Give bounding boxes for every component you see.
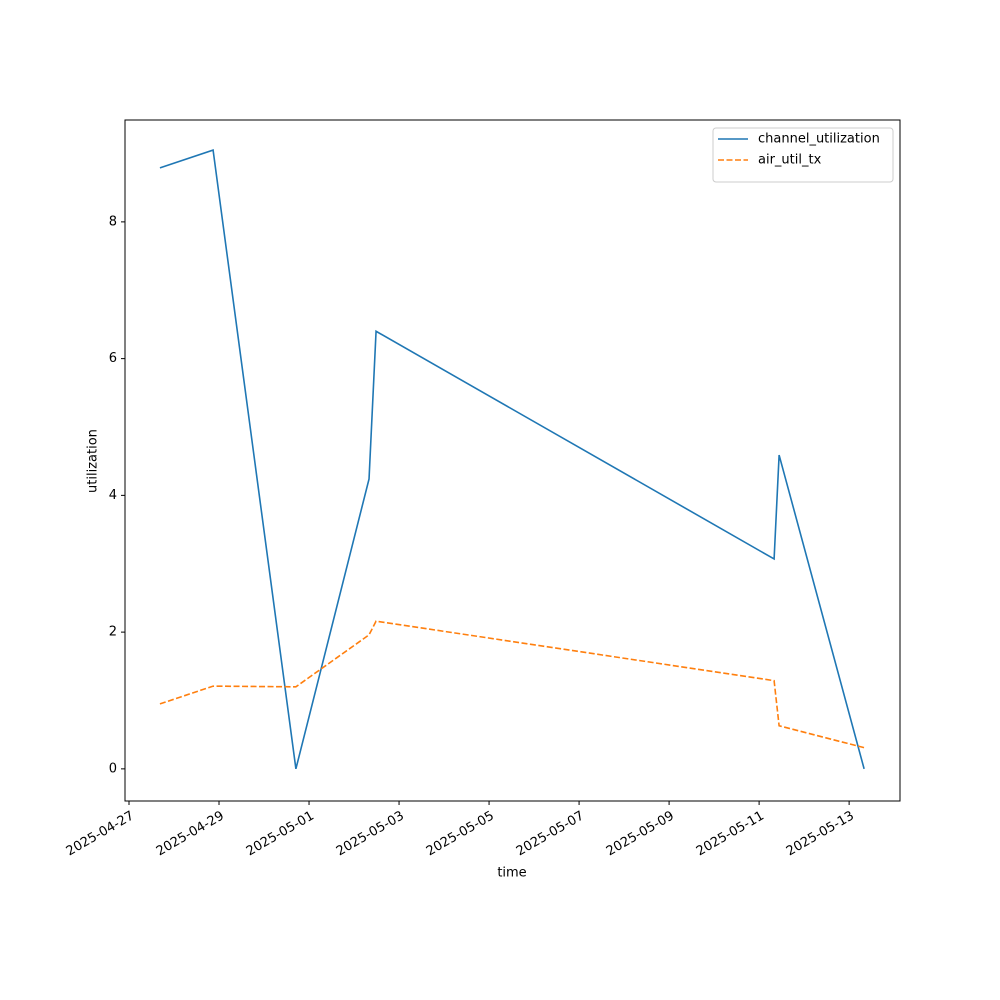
x-tick-label: 2025-05-01 [244, 809, 317, 860]
x-tick-label: 2025-05-09 [604, 809, 677, 860]
legend-label: channel_utilization [758, 132, 880, 147]
y-tick-label: 4 [109, 488, 117, 503]
y-tick-label: 0 [109, 761, 117, 776]
x-axis-label: time [497, 866, 526, 881]
axes-frame [124, 119, 901, 802]
x-tick-label: 2025-05-03 [334, 809, 407, 860]
legend-box [712, 127, 894, 183]
y-axis-label: utilization [86, 429, 101, 493]
series-line [159, 149, 865, 770]
x-tick-label: 2025-04-29 [154, 809, 227, 860]
y-tick-label: 6 [109, 351, 117, 366]
x-tick-label: 2025-05-07 [514, 809, 587, 860]
y-tick-label: 8 [109, 214, 117, 229]
x-tick-label: 2025-05-05 [424, 809, 497, 860]
x-tick-label: 2025-05-13 [784, 809, 857, 860]
series-line [159, 620, 865, 749]
x-tick-label: 2025-05-11 [694, 809, 767, 860]
x-tick-label: 2025-04-27 [64, 809, 137, 860]
y-tick-label: 2 [109, 625, 117, 640]
legend-label: air_util_tx [758, 153, 822, 168]
legend: channel_utilization air_util_tx [712, 127, 894, 183]
